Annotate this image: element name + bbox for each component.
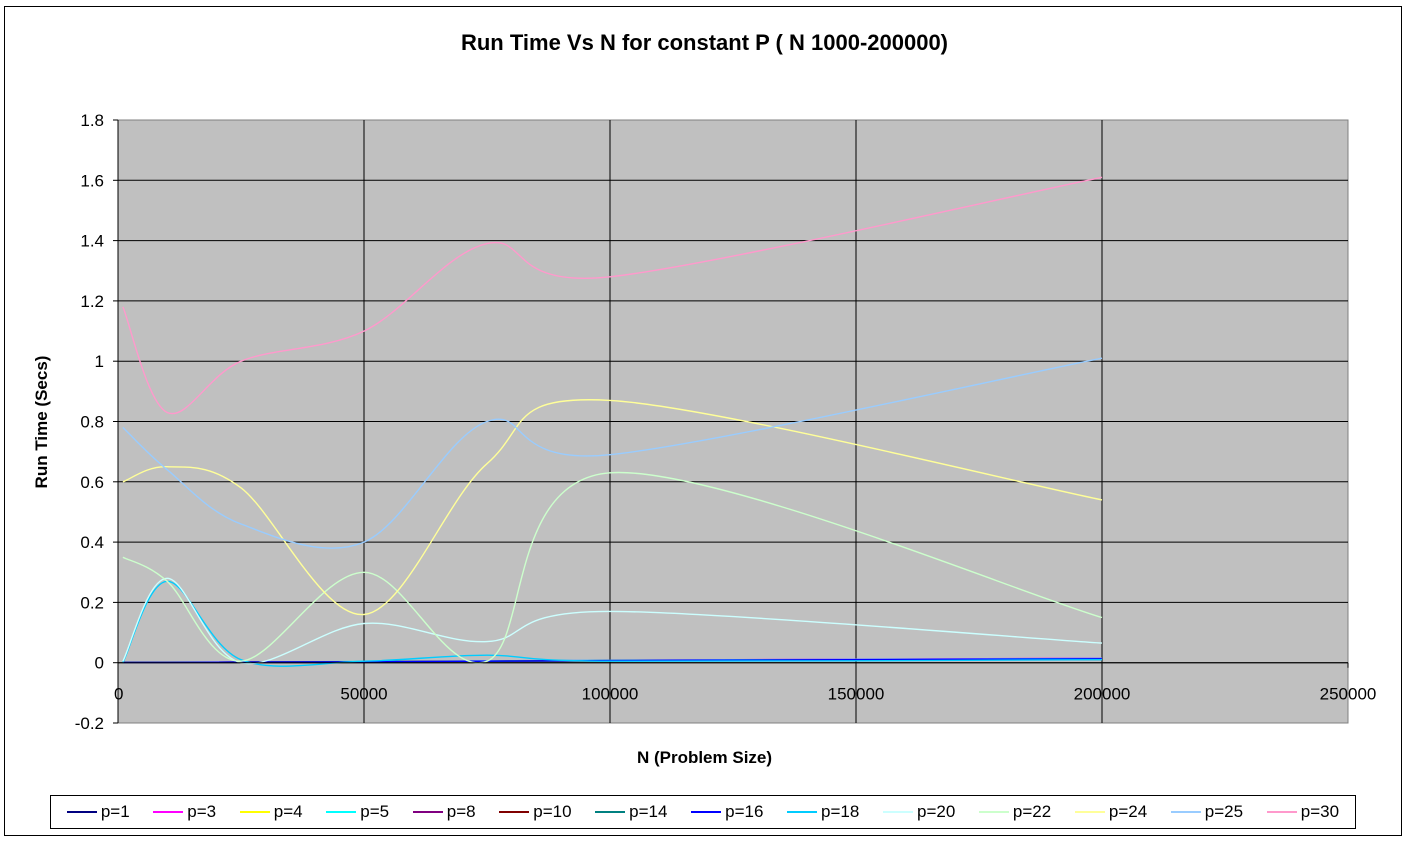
legend-label: p=18 [821, 802, 860, 821]
series-line-p-30 [122, 176, 1103, 415]
legend-item: p=10 [499, 802, 572, 822]
series-line-p-24 [122, 399, 1103, 616]
legend-item: p=25 [1170, 802, 1244, 822]
legend-swatch [1170, 811, 1201, 813]
x-tick-label: 250000 [1320, 685, 1377, 704]
y-tick-label: 0.2 [80, 593, 104, 612]
legend-item: p=8 [412, 802, 476, 822]
legend-item: p=16 [691, 802, 763, 822]
legend-swatch [153, 811, 184, 813]
x-tick-label: 150000 [828, 685, 885, 704]
legend-swatch [787, 811, 818, 813]
legend-item: p=1 [66, 802, 130, 822]
series-line-p-20 [122, 577, 1103, 665]
y-tick-label: 0.6 [80, 473, 104, 492]
legend-label: p=30 [1300, 802, 1340, 821]
legend-item: p=4 [239, 802, 303, 822]
legend-label: p=24 [1108, 802, 1148, 821]
legend-item: p=14 [595, 802, 667, 822]
legend-item: p=22 [978, 802, 1052, 822]
series-line-p-22 [122, 471, 1103, 664]
legend: p=1 p=3 p=4 p=5 p=8 p=10 p=14 p=16 p=18 p=20 p=22 p… [50, 795, 1356, 829]
y-tick-label: 1.6 [80, 171, 104, 190]
legend-label: p=16 [725, 802, 764, 821]
legend-label: p=10 [533, 802, 572, 821]
series-line-p-25 [122, 357, 1103, 549]
legend-item: p=18 [787, 802, 859, 822]
x-tick-label: 50000 [340, 685, 387, 704]
legend-label: p=5 [360, 802, 390, 821]
legend-swatch [499, 811, 530, 813]
legend-item: p=3 [153, 802, 216, 822]
legend-swatch [1266, 811, 1297, 813]
y-axis-label: Run Time (Secs) [32, 355, 51, 489]
y-tick-label: 1.2 [80, 292, 104, 311]
legend-swatch [691, 811, 722, 813]
legend-item: p=30 [1266, 802, 1340, 822]
legend-swatch [978, 811, 1009, 813]
y-tick-label: 0 [95, 654, 104, 673]
chart-title: Run Time Vs N for constant P ( N 1000-20… [460, 30, 949, 55]
legend-swatch [326, 811, 357, 813]
legend-item: p=5 [326, 802, 389, 822]
legend-swatch [239, 811, 270, 813]
legend-swatch [66, 811, 97, 813]
legend-label: p=14 [629, 802, 668, 821]
legend-label: p=1 [100, 802, 130, 821]
x-axis-label: N (Problem Size) [636, 748, 773, 767]
y-tick-label: 0.4 [80, 533, 104, 552]
legend-swatch [595, 811, 626, 813]
y-tick-label: 1.4 [80, 232, 104, 251]
legend-label: p=25 [1204, 802, 1244, 821]
y-tick-label: 1.8 [80, 111, 104, 130]
legend-label: p=8 [446, 802, 476, 821]
x-tick-label: 200000 [1074, 685, 1131, 704]
legend-label: p=22 [1012, 802, 1052, 821]
legend-label: p=20 [916, 802, 956, 821]
legend-label: p=3 [187, 802, 217, 821]
legend-swatch [1074, 811, 1105, 813]
x-tick-label: 0 [114, 685, 123, 704]
legend-item: p=24 [1074, 802, 1148, 822]
y-tick-label: 0.8 [80, 413, 104, 432]
legend-swatch [412, 811, 443, 813]
x-tick-label: 100000 [582, 685, 639, 704]
y-tick-label: 1 [95, 352, 104, 371]
legend-swatch [882, 811, 913, 813]
y-tick-label: -0.2 [75, 714, 104, 733]
legend-label: p=4 [273, 802, 303, 821]
series-line-p-18 [122, 580, 1103, 667]
legend-item: p=20 [882, 802, 956, 822]
